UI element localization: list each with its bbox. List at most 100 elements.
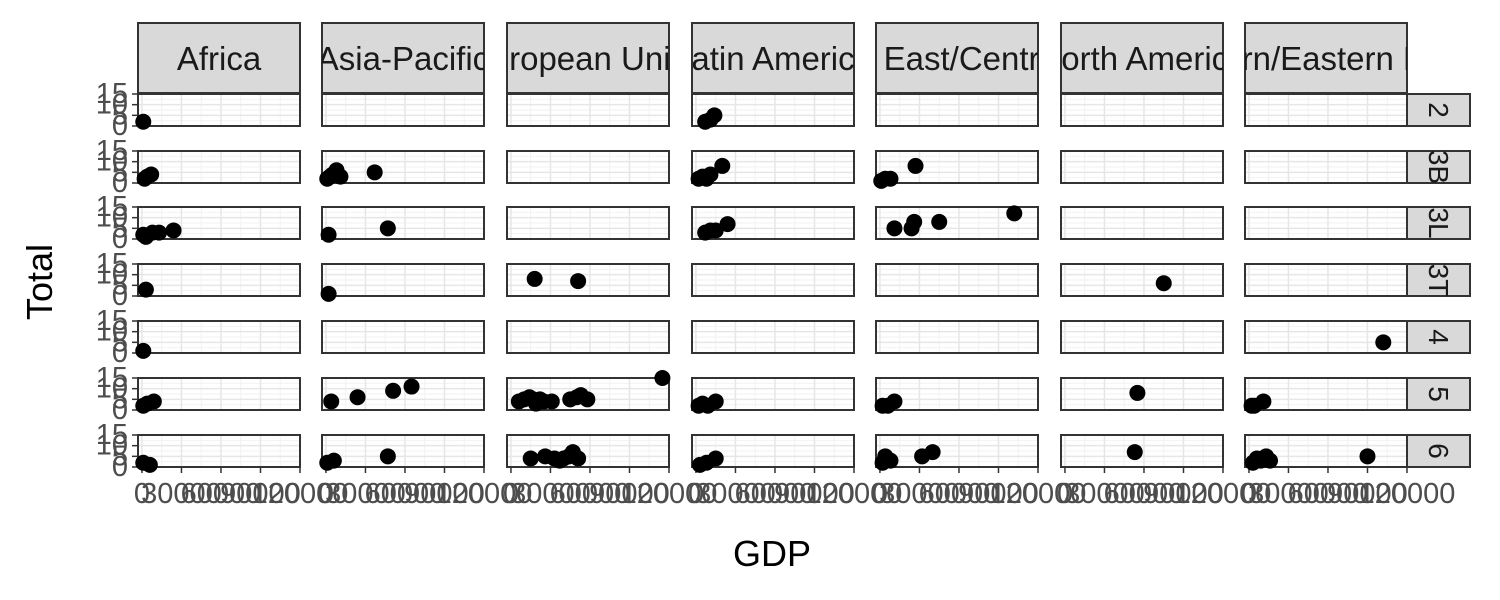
data-point xyxy=(706,107,723,124)
panel-border xyxy=(506,377,670,411)
y-tick-label: 5 xyxy=(112,99,128,131)
row-strip xyxy=(1406,320,1471,354)
column-strip-label: North America xyxy=(1037,40,1247,77)
y-tick-label: 10 xyxy=(96,373,128,405)
panel-border xyxy=(506,206,670,240)
panel-border xyxy=(875,206,1039,240)
data-point xyxy=(543,393,560,410)
x-axis-title: GDP xyxy=(733,533,811,574)
column-strip-label: Africa xyxy=(177,40,262,77)
x-tick-label: 60000 xyxy=(181,478,262,510)
row-strip-label: 5 xyxy=(1423,386,1454,402)
panel-border xyxy=(691,434,855,468)
panel-border xyxy=(1060,150,1224,184)
data-point xyxy=(1255,393,1272,410)
y-tick-label: 0 xyxy=(112,167,128,199)
column-strip xyxy=(321,22,485,94)
panel-border xyxy=(691,206,855,240)
y-tick-label: 0 xyxy=(112,451,128,483)
x-tick-label: 90000 xyxy=(404,478,485,510)
panel-border xyxy=(321,320,485,354)
axes-layer: 0510150510150510150510150510150510150510… xyxy=(96,78,1456,510)
x-tick-label: 60000 xyxy=(919,478,1000,510)
data-point xyxy=(882,170,899,187)
column-strip xyxy=(691,22,855,94)
y-tick-label: 0 xyxy=(112,280,128,312)
panel-border xyxy=(691,263,855,297)
x-tick-label: 30000 xyxy=(879,478,960,510)
data-point xyxy=(579,391,596,408)
data-point xyxy=(707,222,724,239)
column-strip xyxy=(875,22,1039,94)
panel-border xyxy=(1060,377,1224,411)
panels-layer xyxy=(137,93,1408,468)
y-tick-label: 15 xyxy=(96,191,128,223)
x-tick-label: 60000 xyxy=(365,478,446,510)
column-strip xyxy=(1244,22,1408,94)
data-point xyxy=(570,450,587,467)
x-tick-label: 120000 xyxy=(436,478,533,510)
x-tick-label: 90000 xyxy=(1143,478,1224,510)
panel-border xyxy=(137,206,301,240)
row-strip-label: 3B xyxy=(1423,150,1454,184)
data-point xyxy=(165,222,182,239)
data-point xyxy=(385,382,402,399)
y-axis-title: Total xyxy=(19,244,60,320)
x-tick-label: 0 xyxy=(134,478,150,510)
data-point xyxy=(886,393,903,410)
column-strip-label: Asia-Pacific xyxy=(317,40,489,77)
x-tick-label: 30000 xyxy=(1064,478,1145,510)
x-tick-label: 30000 xyxy=(695,478,776,510)
row-strip-label: 3L xyxy=(1423,207,1454,238)
x-tick-label: 60000 xyxy=(550,478,631,510)
y-tick-label: 15 xyxy=(96,78,128,110)
y-tick-label: 0 xyxy=(112,394,128,426)
y-tick-label: 10 xyxy=(96,259,128,291)
data-point xyxy=(145,393,162,410)
data-point xyxy=(151,224,168,241)
y-tick-label: 15 xyxy=(96,419,128,451)
row-strip-label: 3T xyxy=(1423,264,1454,297)
x-tick-label: 0 xyxy=(688,478,704,510)
row-strip xyxy=(1406,434,1471,468)
data-point xyxy=(379,448,396,465)
y-tick-label: 10 xyxy=(96,202,128,234)
data-point xyxy=(135,342,152,359)
panel-border xyxy=(321,150,485,184)
y-tick-label: 15 xyxy=(96,135,128,167)
data-point xyxy=(886,220,903,237)
y-tick-label: 15 xyxy=(96,248,128,280)
x-tick-label: 60000 xyxy=(1104,478,1185,510)
x-tick-label: 120000 xyxy=(1359,478,1456,510)
data-point xyxy=(403,378,420,395)
data-point xyxy=(924,444,941,461)
x-tick-label: 0 xyxy=(503,478,519,510)
panel-border xyxy=(875,263,1039,297)
x-tick-label: 90000 xyxy=(1327,478,1408,510)
panel-border xyxy=(321,206,485,240)
data-point xyxy=(137,281,154,298)
panel-border xyxy=(875,150,1039,184)
x-tick-label: 30000 xyxy=(141,478,222,510)
y-tick-label: 10 xyxy=(96,146,128,178)
y-tick-label: 5 xyxy=(112,212,128,244)
x-tick-label: 60000 xyxy=(1288,478,1369,510)
row-strip xyxy=(1406,93,1471,127)
x-tick-label: 120000 xyxy=(1175,478,1272,510)
panel-border xyxy=(691,150,855,184)
y-tick-label: 0 xyxy=(112,337,128,369)
panel-border xyxy=(137,320,301,354)
data-point xyxy=(707,450,724,467)
panel-border xyxy=(506,434,670,468)
data-point xyxy=(379,220,396,237)
row-strip xyxy=(1406,263,1471,297)
row-strip xyxy=(1406,206,1471,240)
panel-border xyxy=(137,263,301,297)
data-point xyxy=(143,166,160,183)
x-tick-label: 0 xyxy=(1057,478,1073,510)
panel-border xyxy=(506,150,670,184)
panel-border xyxy=(321,434,485,468)
x-tick-label: 30000 xyxy=(510,478,591,510)
data-point xyxy=(1126,444,1143,461)
